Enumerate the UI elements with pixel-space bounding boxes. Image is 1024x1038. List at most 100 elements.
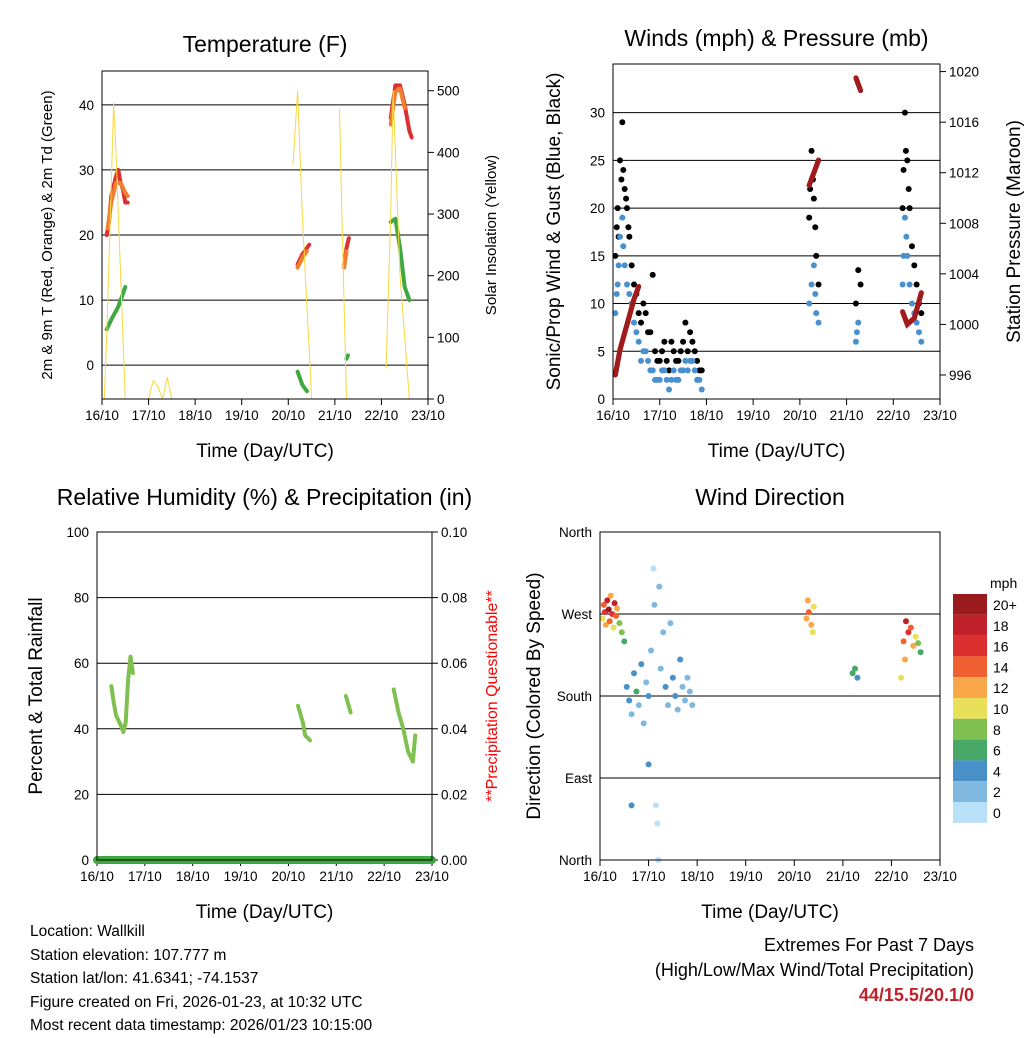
legend-title: mph [990,575,1017,591]
series-point-wind [613,291,620,298]
series-line-station-pressure [806,157,822,188]
y2-axis-label: **Precipitation Questionable** [484,590,501,802]
x-axis-label: Time (Day/UTC) [196,902,334,923]
series-point-gust [666,367,673,374]
x-tick-label: 19/10 [736,408,770,423]
direction-point [679,683,686,690]
direction-point [900,638,907,645]
y2-axis-label: Station Pressure (Maroon) [1004,120,1024,343]
legend-swatch [953,698,987,719]
series-point-gust [899,205,906,212]
recent-text: Most recent data timestamp: 2026/01/23 1… [30,1017,373,1034]
y2-axis-label: Solar Insolation (Yellow) [483,155,500,315]
series-point-wind [631,319,638,326]
direction-point [907,624,914,631]
series-line-2m-td [295,369,309,394]
direction-point [682,697,688,704]
series-point-gust [621,186,628,193]
series-point-wind [617,233,624,240]
series-point-wind [918,338,925,345]
x-tick-label: 16/10 [596,408,630,423]
x-tick-label: 17/10 [632,869,666,884]
series-point-gust [901,109,908,116]
series-line-station-pressure [900,290,924,329]
station-info: Location: Wallkill Station elevation: 10… [30,920,372,1038]
series-point-wind [684,367,691,374]
y-tick-label: North [559,853,592,868]
y-tick-label: 10 [79,293,94,308]
series-point-gust [911,262,918,269]
y-tick-label: 20 [590,201,605,216]
latlon-text: Station lat/lon: 41.6341; -74.1537 [30,970,259,987]
series-point-gust [659,348,666,355]
series-point-wind [614,281,621,288]
y2-tick-label: 0.02 [441,787,467,802]
legend-label: 16 [993,639,1009,655]
y2-tick-label: 1004 [949,267,980,282]
series-point-wind [666,386,673,393]
legend-swatch [953,802,987,823]
series-line-9m-t [295,249,309,270]
x-tick-label: 18/10 [176,869,210,884]
elevation-text: Station elevation: 107.777 m [30,946,227,964]
x-tick-label: 23/10 [411,408,445,423]
location-text: Location: Wallkill [30,923,145,940]
series-point-gust [656,357,663,364]
series-point-wind [620,243,627,250]
series-point-wind [698,386,705,393]
series-point-gust [640,300,647,307]
plot-frame [599,531,941,861]
series-point-gust [612,252,619,259]
x-tick-label: 22/10 [367,869,401,884]
series-point-wind [813,310,820,317]
y-tick-label: 10 [590,297,605,312]
direction-point [808,621,815,628]
x-tick-label: 23/10 [415,869,449,884]
series-point-wind [619,214,626,221]
direction-point [600,601,607,608]
x-tick-label: 16/10 [85,408,119,423]
y-tick-label: 100 [66,525,89,540]
x-tick-label: 20/10 [271,408,305,423]
y-tick-label: West [561,607,592,622]
legend-label: 8 [993,722,1001,738]
direction-point [628,711,635,718]
series-point-gust [652,348,659,355]
legend-label: 14 [993,659,1009,675]
series-point-gust [626,233,633,240]
series-point-wind [904,252,911,259]
y-tick-label: East [565,771,592,786]
series-point-gust [642,310,649,317]
series-line-solar-insolation [103,102,126,400]
legend-label: 18 [993,618,1009,634]
speed-legend: mph 20+ 18 16 14 12 10 8 6 4 2 0 [953,575,1017,823]
direction-point [645,693,652,699]
series-point-wind [668,376,675,383]
y2-tick-label: 100 [437,330,460,345]
x-tick-label: 22/10 [875,869,909,884]
series-point-gust [618,176,625,183]
series-point-gust [680,338,687,345]
direction-point [648,647,654,654]
y-tick-label: North [559,525,592,540]
series-point-wind [656,376,663,383]
series-point-wind [663,376,670,383]
y-tick-label: 15 [590,249,605,264]
series-point-gust [635,310,642,317]
series-point-gust [918,310,925,317]
series-line-station-pressure [853,75,864,94]
direction-point [672,693,679,699]
legend-label: 2 [993,784,1001,800]
series-point-wind [696,376,703,383]
series-point-gust [687,329,694,336]
series-point-wind [645,357,652,364]
direction-point [898,674,905,681]
y-tick-label: 30 [79,163,94,178]
series-point-gust [808,147,815,154]
series-point-gust [904,157,911,164]
series-point-wind [615,262,622,269]
direction-point [605,606,612,613]
direction-point [621,638,628,645]
series-line-relative-humidity [296,703,312,743]
legend-label: 20+ [993,597,1017,613]
